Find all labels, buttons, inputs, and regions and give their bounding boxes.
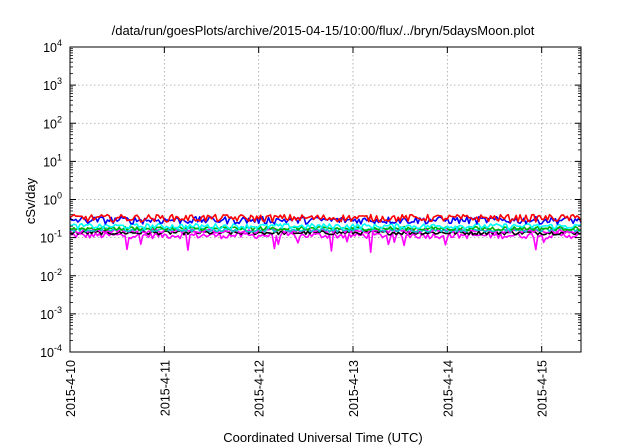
- y-tick-base: 10: [43, 155, 57, 169]
- x-tick-label: 2015-4-10: [64, 360, 78, 417]
- grid-lines: [70, 47, 581, 352]
- chart-title: /data/run/goesPlots/archive/2015-04-15/1…: [112, 23, 535, 38]
- series-line: [69, 225, 582, 232]
- y-axis-label: cSv/day: [23, 177, 38, 224]
- series-line: [69, 213, 582, 223]
- y-tick-exponent: 4: [57, 38, 62, 48]
- y-tick-exponent: -3: [54, 305, 62, 315]
- y-tick-base: 10: [43, 194, 57, 208]
- y-tick-base: 10: [40, 346, 54, 360]
- y-tick-exponent: -4: [54, 343, 62, 353]
- x-tick-label: 2015-4-11: [158, 360, 172, 416]
- x-tick-label: 2015-4-14: [441, 360, 455, 417]
- x-tick-label: 2015-4-13: [347, 360, 361, 417]
- y-tick-base: 10: [43, 117, 57, 131]
- y-tick-label: 100: [43, 191, 62, 208]
- y-tick-exponent: 0: [57, 191, 62, 201]
- y-tick-label: 104: [43, 38, 62, 55]
- data-series: [69, 213, 582, 253]
- y-tick-exponent: -2: [54, 267, 62, 277]
- y-tick-label: 10-4: [40, 343, 62, 360]
- y-tick-label: 101: [43, 152, 62, 169]
- y-tick-base: 10: [40, 270, 54, 284]
- y-tick-exponent: 3: [57, 76, 62, 86]
- y-tick-label: 10-3: [40, 305, 62, 322]
- x-tick-label: 2015-4-15: [536, 360, 550, 417]
- series-line: [69, 222, 582, 230]
- y-tick-exponent: -1: [54, 229, 62, 239]
- x-tick-label: 2015-4-12: [253, 360, 267, 417]
- y-tick-base: 10: [43, 41, 57, 55]
- y-tick-base: 10: [40, 232, 54, 246]
- y-tick-exponent: 2: [57, 114, 62, 124]
- y-tick-label: 103: [43, 76, 62, 93]
- y-tick-exponent: 1: [57, 152, 62, 162]
- x-axis-label: Coordinated Universal Time (UTC): [223, 430, 422, 445]
- x-axis-ticks: 2015-4-10 2015-4-11 2015-4-12 2015-4-13 2015…: [64, 47, 550, 417]
- y-tick-label: 10-1: [40, 229, 62, 246]
- y-tick-label: 102: [43, 114, 62, 131]
- y-tick-label: 10-2: [40, 267, 62, 284]
- y-tick-base: 10: [43, 79, 57, 93]
- series-line: [69, 231, 582, 253]
- y-tick-base: 10: [40, 308, 54, 322]
